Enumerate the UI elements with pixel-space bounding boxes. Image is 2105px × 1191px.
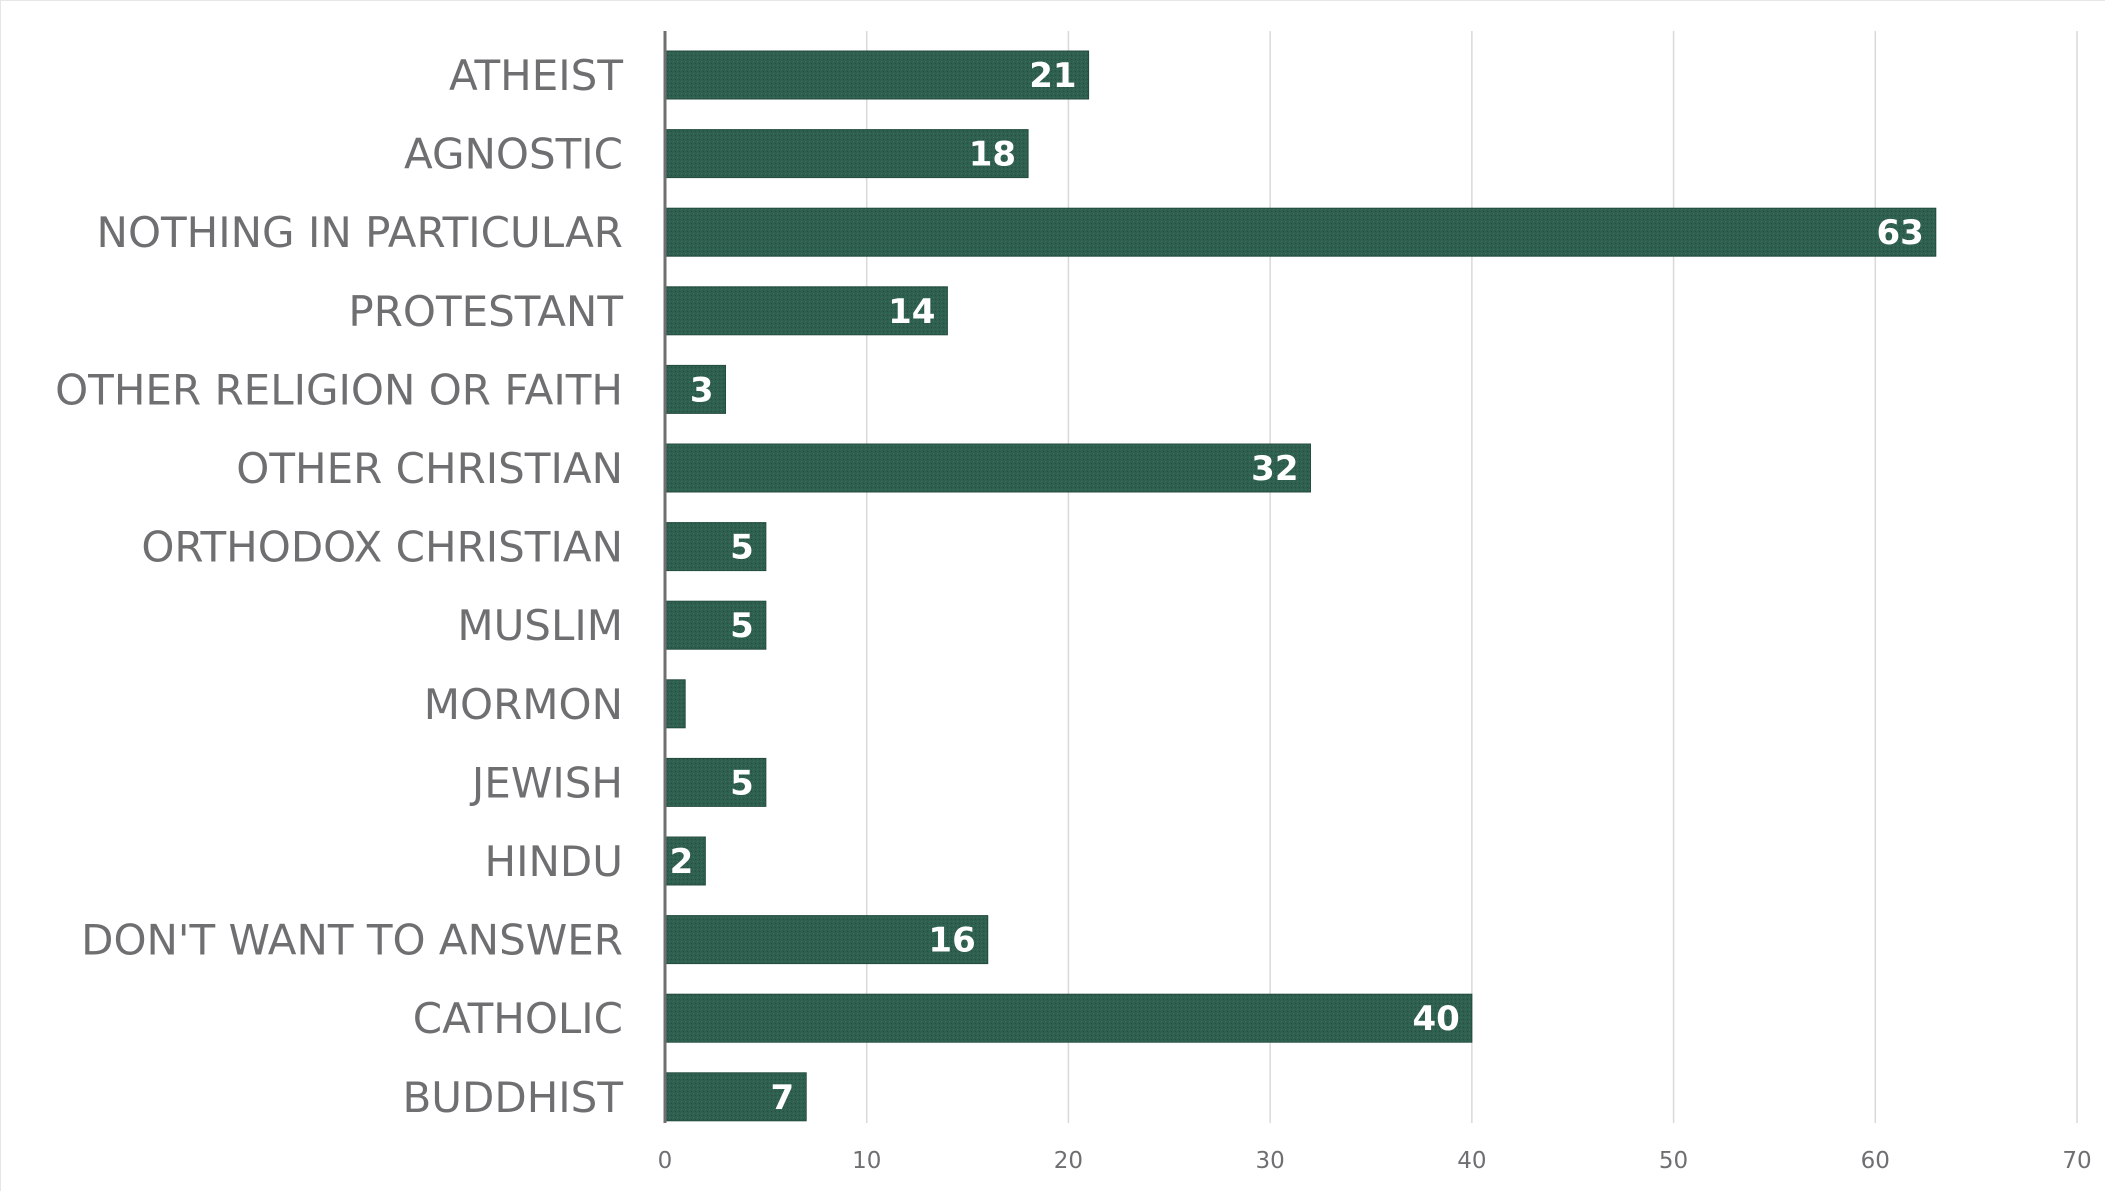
x-tick-label: 0 (658, 1148, 673, 1174)
category-label: MUSLIM (457, 601, 623, 650)
category-label: HINDU (485, 837, 623, 886)
data-label: 21 (1029, 56, 1076, 96)
data-label: 63 (1876, 213, 1923, 253)
category-label: CATHOLIC (413, 994, 623, 1043)
bar (664, 600, 767, 650)
bars (664, 50, 1937, 1122)
bar (664, 757, 767, 807)
category-label: MORMON (424, 680, 623, 729)
data-label: 5 (730, 763, 754, 803)
x-tick-label: 40 (1457, 1148, 1486, 1174)
category-label: ATHEIST (449, 51, 623, 100)
category-label: OTHER CHRISTIAN (236, 444, 623, 493)
value-axis: 0 10 20 30 40 50 60 70 (658, 31, 2092, 1174)
bar (664, 679, 686, 729)
category-axis: ATHEIST AGNOSTIC NOTHING IN PARTICULAR PROT… (55, 51, 623, 1122)
category-label: JEWISH (469, 758, 623, 807)
bar (664, 915, 989, 965)
x-tick-label: 10 (852, 1148, 881, 1174)
x-tick-label: 60 (1861, 1148, 1890, 1174)
bar (664, 443, 1311, 493)
gridlines (865, 31, 2078, 1123)
data-label: 5 (730, 606, 754, 646)
bar (664, 207, 1937, 257)
category-label: OTHER RELIGION OR FAITH (55, 365, 623, 414)
data-label: 3 (690, 370, 714, 410)
x-tick-label: 70 (2062, 1148, 2091, 1174)
bar (664, 364, 727, 414)
data-label: 5 (730, 528, 754, 568)
bar (664, 50, 1090, 100)
data-label: 18 (969, 135, 1016, 175)
category-label: PROTESTANT (348, 287, 623, 336)
data-label: 2 (670, 842, 694, 882)
x-tick-label: 20 (1054, 1148, 1083, 1174)
data-label: 40 (1413, 999, 1460, 1039)
data-label: 14 (888, 292, 935, 332)
category-label: ORTHODOX CHRISTIAN (141, 523, 623, 572)
category-label: DON'T WANT TO ANSWER (81, 916, 623, 965)
bar (664, 836, 706, 886)
x-tick-label: 50 (1659, 1148, 1688, 1174)
data-label: 32 (1251, 449, 1298, 489)
bar (664, 993, 1473, 1043)
x-tick-label: 30 (1256, 1148, 1285, 1174)
bar (664, 286, 948, 336)
category-label: NOTHING IN PARTICULAR (97, 208, 623, 257)
data-label: 16 (928, 921, 975, 961)
data-label: 7 (771, 1078, 795, 1118)
category-label: AGNOSTIC (404, 130, 623, 179)
category-label: BUDDHIST (402, 1073, 623, 1122)
